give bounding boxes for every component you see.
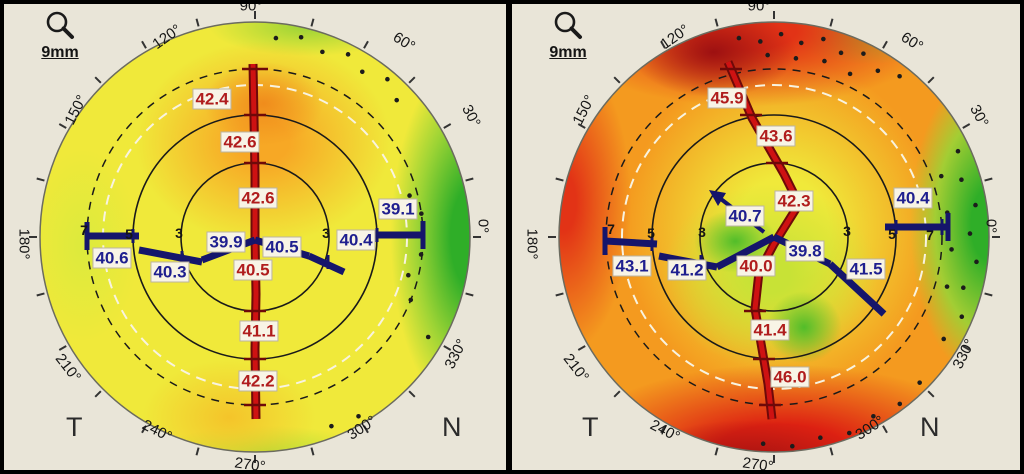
magnifier-icon [554, 11, 582, 39]
zoom-scale-label: 9mm [549, 44, 587, 61]
rim-tick [962, 123, 971, 129]
rim-tick [36, 292, 45, 297]
angle-tick-label: 0° [474, 218, 492, 234]
zone-ring-mark: 7 [607, 221, 615, 237]
flat-k-value-label: 41.2 [667, 259, 707, 281]
rim-tick [555, 292, 564, 297]
rim-tick [927, 76, 935, 84]
flat-k-value-label: 39.1 [378, 198, 418, 220]
rim-tick [195, 18, 200, 27]
rim-tick [58, 345, 67, 351]
rim-tick [408, 76, 416, 84]
zone-ring-mark: 3 [175, 225, 183, 241]
zone-ring-mark: 5 [888, 226, 896, 242]
angle-tick-label: 90° [747, 4, 771, 15]
zone-ring-mark: 3 [322, 225, 330, 241]
rim-tick [58, 123, 67, 129]
zone-ring-mark: 5 [125, 226, 133, 242]
angle-tick-label: 30° [458, 101, 484, 131]
rim-tick [94, 76, 102, 84]
steep-k-value-label: 42.6 [238, 187, 278, 209]
rim-tick [141, 40, 147, 49]
flat-k-value-label: 40.7 [725, 205, 765, 227]
rim-tick [714, 447, 719, 456]
angle-tick-label: 60° [389, 28, 419, 56]
zone-ring-mark: 7 [926, 227, 934, 243]
flat-k-value-label: 39.8 [785, 240, 825, 262]
zone-ring-mark: 3 [843, 223, 851, 239]
axial-map-panel-left: 9mm T N 90° 120° 150° 180° 210° 240° 270° 300° 3… [4, 4, 506, 470]
flat-k-value-label: 40.3 [150, 261, 190, 283]
flat-k-value-label: 40.5 [262, 236, 302, 258]
angle-tick-label: 60° [897, 28, 927, 56]
steep-k-value-label: 40.0 [736, 255, 776, 277]
steep-k-value-label: 40.5 [233, 259, 273, 281]
magnifier-icon [46, 11, 74, 39]
rim-tick [443, 123, 452, 129]
axial-map-panel-right: 9mm T N 90° 120° 150° 180° 210° 240° 270° 300° 3… [512, 4, 1020, 470]
zone-ring-mark: 7 [80, 222, 88, 238]
flat-k-value-label: 40.4 [893, 187, 933, 209]
rim-tick [984, 292, 993, 297]
rim-tick [465, 292, 474, 297]
zone-ring-mark: 5 [647, 225, 655, 241]
angle-tick-label: 30° [966, 101, 992, 131]
flat-k-value-label: 40.4 [336, 229, 376, 251]
rim-tick [927, 390, 935, 398]
steep-k-value-label: 42.3 [774, 190, 814, 212]
steep-k-value-label: 41.1 [239, 320, 279, 342]
angle-tick-label: 270° [233, 454, 267, 470]
angle-tick-label: 210° [559, 350, 593, 386]
steep-k-value-label: 43.6 [756, 125, 796, 147]
zoom-scale-indicator[interactable]: 9mm [540, 10, 596, 62]
steep-k-value-label: 42.2 [238, 370, 278, 392]
steep-k-value-label: 42.6 [220, 131, 260, 153]
steep-k-value-label: 45.9 [707, 87, 747, 109]
rim-tick [984, 177, 993, 182]
topography-color-map [559, 22, 989, 452]
rim-tick [829, 18, 834, 27]
rim-tick [94, 390, 102, 398]
steep-k-value-label: 46.0 [770, 366, 810, 388]
angle-tick-label: 90° [239, 4, 263, 15]
angle-tick-label: 180° [15, 228, 33, 260]
rim-tick [577, 345, 586, 351]
rim-tick [465, 177, 474, 182]
rim-tick [714, 18, 719, 27]
temporal-label: T [66, 412, 83, 442]
rim-tick [829, 447, 834, 456]
rim-tick [195, 447, 200, 456]
nasal-label: N [920, 412, 940, 442]
nasal-label: N [442, 412, 462, 442]
flat-k-value-label: 43.1 [612, 255, 652, 277]
rim-tick [555, 177, 564, 182]
steep-k-value-label: 42.4 [192, 88, 232, 110]
angle-tick-label: 270° [741, 454, 775, 470]
angle-tick-label: 180° [523, 228, 541, 260]
flat-k-value-label: 40.6 [92, 247, 132, 269]
rim-tick [363, 40, 369, 49]
zone-ring-mark: 3 [698, 224, 706, 240]
rim-tick [36, 177, 45, 182]
angle-tick-label: 330° [441, 336, 471, 372]
rim-tick [882, 40, 888, 49]
zoom-scale-indicator[interactable]: 9mm [32, 10, 88, 62]
rim-tick [408, 390, 416, 398]
rim-tick [613, 390, 621, 398]
temporal-label: T [582, 412, 599, 442]
angle-tick-label: 0° [982, 218, 1000, 234]
flat-k-value-label: 41.5 [846, 258, 886, 280]
steep-k-value-label: 41.4 [750, 319, 790, 341]
rim-tick [613, 76, 621, 84]
zoom-scale-label: 9mm [41, 44, 79, 61]
rim-tick [310, 447, 315, 456]
rim-tick [310, 18, 315, 27]
flat-k-value-label: 39.9 [206, 231, 246, 253]
